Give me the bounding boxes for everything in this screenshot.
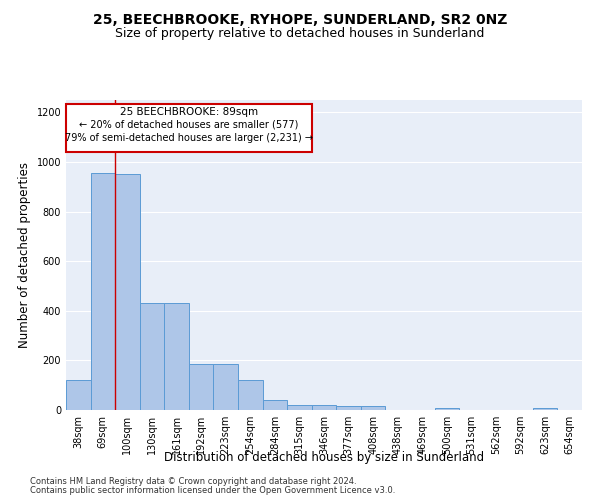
- Bar: [189, 364, 214, 410]
- Text: 25, BEECHBROOKE, RYHOPE, SUNDERLAND, SR2 0NZ: 25, BEECHBROOKE, RYHOPE, SUNDERLAND, SR2…: [93, 12, 507, 26]
- Bar: [434, 408, 459, 410]
- Bar: [336, 406, 361, 410]
- Bar: [214, 364, 238, 410]
- Bar: [312, 405, 336, 410]
- Text: Size of property relative to detached houses in Sunderland: Size of property relative to detached ho…: [115, 28, 485, 40]
- Bar: [361, 406, 385, 410]
- Text: Contains HM Land Registry data © Crown copyright and database right 2024.: Contains HM Land Registry data © Crown c…: [30, 477, 356, 486]
- Bar: [287, 405, 312, 410]
- Bar: [263, 400, 287, 410]
- Y-axis label: Number of detached properties: Number of detached properties: [18, 162, 31, 348]
- Bar: [238, 380, 263, 410]
- Bar: [66, 380, 91, 410]
- Bar: [91, 173, 115, 410]
- Bar: [533, 408, 557, 410]
- Bar: [164, 304, 189, 410]
- Text: 79% of semi-detached houses are larger (2,231) →: 79% of semi-detached houses are larger (…: [65, 134, 313, 143]
- Text: ← 20% of detached houses are smaller (577): ← 20% of detached houses are smaller (57…: [79, 120, 299, 130]
- Bar: [140, 304, 164, 410]
- Text: Distribution of detached houses by size in Sunderland: Distribution of detached houses by size …: [164, 451, 484, 464]
- Text: 25 BEECHBROOKE: 89sqm: 25 BEECHBROOKE: 89sqm: [120, 108, 258, 118]
- FancyBboxPatch shape: [66, 104, 312, 152]
- Text: Contains public sector information licensed under the Open Government Licence v3: Contains public sector information licen…: [30, 486, 395, 495]
- Bar: [115, 174, 140, 410]
